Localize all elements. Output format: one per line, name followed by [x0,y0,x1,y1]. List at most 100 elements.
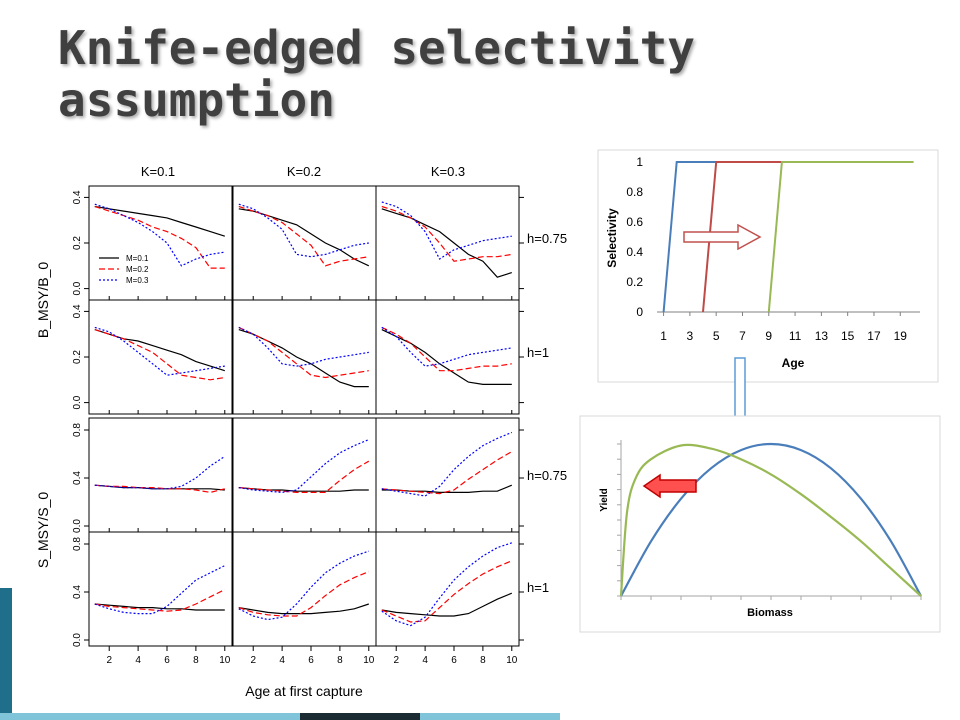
bottom-accent-dark [300,713,420,720]
panel-series-line [381,451,513,495]
selectivity-x-tick-label: 13 [815,329,829,343]
panel-series-line [381,542,512,627]
selectivity-y-tick-label: 0.2 [626,275,643,289]
panel-frame [232,531,377,647]
x-tick-label: 2 [106,655,112,666]
right-arrow [683,223,762,251]
y-tick-label: 0.8 [72,423,83,437]
selectivity-series-line [767,161,914,313]
panel-series-line [238,326,369,379]
selectivity-y-label: Selectivity [605,208,619,268]
selectivity-x-tick-label: 5 [713,329,720,343]
row-label-1: h=0.75 [527,231,567,246]
panel-series-line [94,203,225,267]
panel-series-line [381,326,512,367]
yield-biomass-chart: Yield Biomass [579,415,941,633]
panel-series-line [381,431,513,497]
panel-series-line [381,329,512,385]
panel-series-line [238,603,369,615]
panel-grid-chart: K=0.1 K=0.2 K=0.3 h=0.75 h=1 h=0.75 h=1 … [35,164,567,699]
x-tick-label: 2 [250,655,256,666]
y-tick-label: 0.4 [72,585,83,599]
selectivity-frame [597,149,939,383]
y-tick-label: 0.2 [72,350,83,364]
selectivity-x-tick-label: 1 [660,329,667,343]
selectivity-x-tick-label: 19 [894,329,908,343]
panel-series-line [94,329,225,381]
selectivity-chart: Selectivity Age 00.20.40.60.811 3 5 7 9 11 13 1… [597,149,939,383]
selectivity-y-tick-label: 1 [636,155,643,169]
x-tick-label: 4 [279,655,285,666]
x-tick-label: 4 [422,655,428,666]
x-tick-label: 8 [193,655,199,666]
yield-y-label: Yield [599,488,610,512]
selectivity-y-tick-label: 0.6 [626,215,643,229]
panel-series-line [381,326,512,372]
y-tick-label: 0.4 [72,190,83,204]
panel-frame [375,417,520,533]
selectivity-x-tick-label: 3 [687,329,694,343]
left-arrow [642,473,697,499]
legend-label: M=0.2 [126,265,149,274]
x-tick-label: 6 [164,655,170,666]
panel-series-line [381,208,512,278]
selectivity-x-tick-label: 7 [739,329,746,343]
column-label-1: K=0.1 [141,164,175,179]
panel-series-line [238,203,369,258]
legend-label: M=0.1 [126,254,149,263]
x-tick-label: 10 [219,655,231,666]
panel-series-line [94,205,225,269]
selectivity-y-tick-label: 0.4 [626,245,643,259]
yield-plot [617,440,922,600]
panel-frame [232,185,377,301]
panel-series-line [238,550,369,621]
x-tick-label: 10 [363,655,375,666]
y-tick-label: 0.2 [72,236,83,250]
panel-series-line [94,455,226,490]
row-label-4: h=1 [527,580,549,595]
panel-series-line [238,460,370,493]
panel-series-line [94,326,225,376]
y-tick-label: 0.8 [72,537,83,551]
x-tick-label: 10 [506,655,518,666]
panel-frame [232,417,377,533]
slide-decoration [0,588,560,720]
selectivity-plot: 00.20.40.60.811 3 5 7 9 11 13 15 17 19 [626,155,920,343]
panel-frame [88,531,233,647]
x-tick-label: 4 [135,655,141,666]
panel-series-line [238,326,369,367]
panel-series-line [381,560,513,623]
y-tick-label: 0.4 [72,471,83,485]
selectivity-x-tick-label: 17 [867,329,881,343]
panel-series-line [94,205,225,237]
column-label-2: K=0.2 [287,164,321,179]
x-tick-label: 8 [337,655,343,666]
legend-label: M=0.3 [126,276,149,285]
panels: 0.0 0.2 0.4 0.0 0.2 0.4 0.0 0.4 0.8 0.0 0.4 0.8 2 4 6 8… [72,185,524,666]
panel-series-line [381,201,512,260]
panel-frame [375,299,520,415]
legend: M=0.1 M=0.2 M=0.3 [99,254,149,285]
panel-frame [375,531,520,647]
yield-frame [579,415,941,633]
y-tick-label: 0.4 [72,304,83,318]
y-tick-label: 0.0 [72,395,83,409]
panel-series-line [238,205,369,267]
yield-series-curve [619,443,922,597]
x-tick-label: 6 [451,655,457,666]
panel-series-line [238,208,370,267]
y-axis-label-bottom: S_MSY/S_0 [35,492,51,568]
yield-x-label: Biomass [747,607,793,619]
panel-series-line [381,592,513,617]
y-axis-label-top: B_MSY/B_0 [35,262,51,338]
selectivity-x-label: Age [782,356,805,370]
row-label-2: h=1 [527,345,549,360]
y-tick-label: 0.0 [72,519,83,533]
yield-series-curve [620,442,922,597]
x-axis-label: Age at first capture [245,683,363,699]
slide-title: Knife-edged selectivity assumption [58,21,695,127]
panel-series-line [238,329,369,388]
x-tick-label: 2 [393,655,399,666]
panel-series-line [381,205,512,262]
panel-series-line [238,571,370,617]
